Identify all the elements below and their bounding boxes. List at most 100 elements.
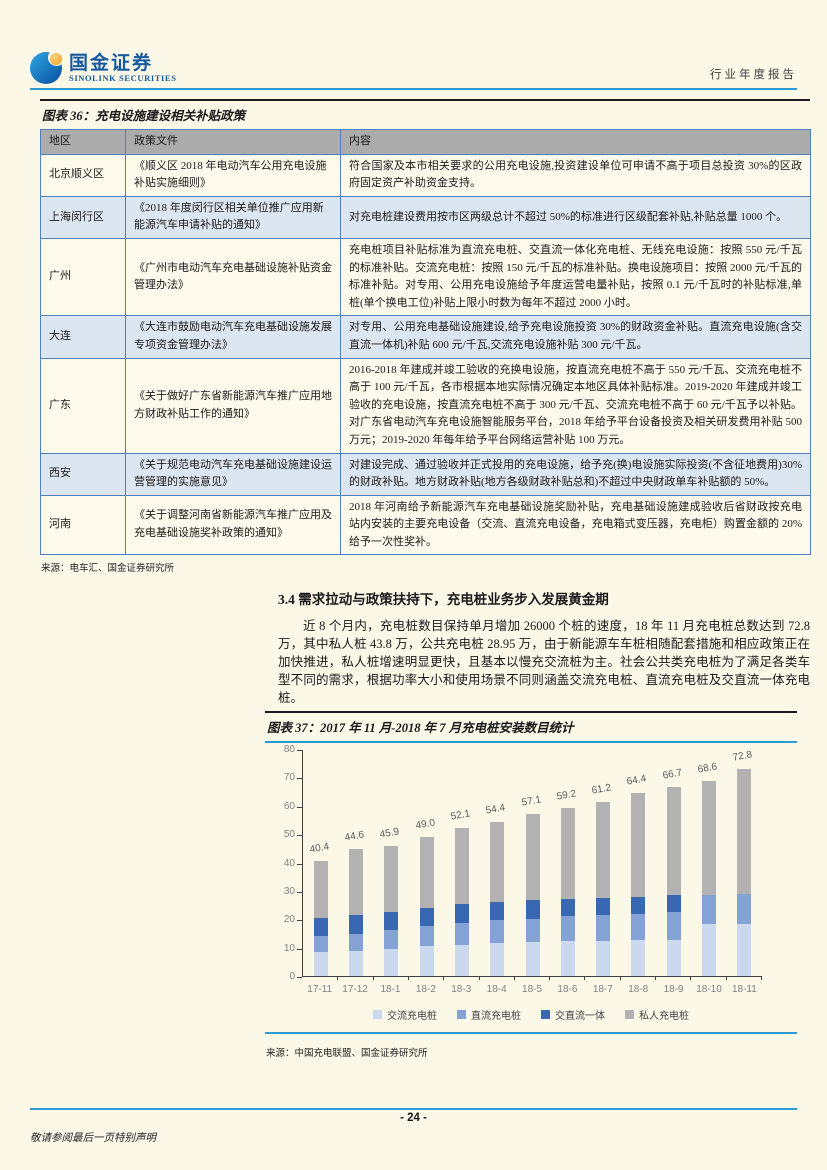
x-category-label: 18-9 [663, 984, 684, 995]
bar-segment [631, 897, 646, 914]
logo-orange-ball [50, 53, 62, 65]
legend-label: 直流充电桩 [471, 1011, 521, 1022]
y-tick-label: 10 [283, 942, 295, 954]
bar-total-label: 40.4 [308, 841, 330, 856]
bar-segment [560, 916, 575, 942]
bar-segment [419, 925, 434, 947]
bar-total-label: 61.2 [591, 782, 613, 797]
x-category-label: 17-12 [342, 984, 368, 995]
bar-segment [666, 939, 681, 976]
figure-37: 图表 37：2017 年 11 月-2018 年 7 月充电桩安装数目统计 40… [265, 711, 797, 1059]
report-type-label: 行业年度报告 [710, 69, 797, 81]
bar-segment [702, 924, 717, 976]
figure-36-source: 来源：电车汇、国金证券研究所 [41, 564, 175, 575]
brand-name-en: SINOLINK SECURITIES [69, 72, 177, 83]
x-category-label: 18-6 [557, 984, 578, 995]
stacked-bar [384, 845, 399, 976]
y-tick-label: 40 [283, 857, 295, 869]
subsidy-table-body: 北京顺义区 《顺义区 2018 年电动汽车公用充电设施补贴实施细则》 符合国家及本市… [40, 153, 811, 556]
bar-segment [596, 802, 611, 899]
bar-segment [348, 915, 363, 934]
chart-plot: 40.4 44.6 45.9 49.0 52.1 54.4 57.1 59.2 61.2 64.4… [302, 750, 762, 980]
subsidy-table: 地区 政策文件 内容 北京顺义区 《顺义区 2018 年电动汽车公用充电设施补贴实施细… [40, 129, 811, 556]
bar-total-label: 68.6 [696, 761, 719, 776]
bar-total-label: 72.8 [732, 749, 754, 765]
content-cell: 充电桩项目补贴标准为直流充电桩、交直流一体化充电桩、无线充电设施：按照 550 … [340, 237, 811, 317]
bar-slot: 64.4 [621, 750, 656, 976]
legend-swatch [373, 1010, 382, 1019]
bar-segment [525, 941, 540, 976]
bar-segment [419, 837, 434, 908]
bar-slot: 68.6 [691, 750, 726, 976]
stacked-bar [348, 849, 363, 976]
y-tick-mark [297, 948, 302, 950]
y-tick-label: 20 [283, 914, 295, 926]
x-category-label: 18-10 [696, 984, 722, 995]
stacked-bar [560, 808, 575, 976]
table-row: 西安 《关于规范电动汽车充电基础设施建设运营管理的实施意见》 对建设完成、通过验收并… [40, 452, 811, 496]
footer-disclaimer: 敬请参阅最后一页特别声明 [30, 1133, 156, 1144]
legend-label: 交流充电桩 [387, 1011, 437, 1022]
bar-slot: 72.8 [727, 750, 762, 976]
bar-segment [348, 849, 363, 916]
bar-segment [596, 915, 611, 941]
y-tick-label: 0 [289, 971, 295, 982]
y-tick-mark [297, 750, 302, 751]
figure-36: 图表 36：充电设施建设相关补贴政策 地区 政策文件 内容 北京顺义区 《顺义区 20… [40, 99, 811, 575]
bar-segment [666, 912, 681, 940]
policy-doc-cell: 《关于调整河南省新能源汽车推广应用及充电基础设施奖补政策的通知》 [125, 494, 341, 556]
bar-segment [596, 940, 611, 976]
bar-slot: 40.4 [303, 750, 338, 976]
table-row: 广东 《关于做好广东省新能源汽车推广应用地方财政补贴工作的通知》 2016-2018… [40, 357, 811, 454]
bar-segment [596, 898, 611, 916]
content-cell: 对专用、公用充电基础设施建设,给予充电设施投资 30%的财政资金补贴。直流充电设… [340, 315, 811, 359]
figure-37-title: 图表 37：2017 年 11 月-2018 年 7 月充电桩安装数目统计 [265, 711, 797, 743]
stacked-bar [596, 802, 611, 976]
bar-segment [737, 769, 752, 894]
stacked-bar [419, 837, 434, 976]
region-cell: 广州 [40, 237, 126, 317]
bar-segment [631, 913, 646, 941]
content-cell: 对充电桩建设费用按市区两级总计不超过 50%的标准进行区级配套补贴,补贴总量 1… [340, 195, 811, 239]
table-row: 大连 《大连市鼓励电动汽车充电基础设施发展专项资金管理办法》 对专用、公用充电基础设… [40, 315, 811, 359]
bar-slot: 44.6 [338, 750, 373, 976]
bar-segment [560, 941, 575, 976]
bar-segment [348, 950, 363, 976]
bar-total-label: 54.4 [485, 802, 507, 817]
bar-segment [737, 893, 752, 895]
y-tick-mark [297, 863, 302, 865]
bar-segment [384, 930, 399, 949]
x-category-label: 18-3 [451, 984, 472, 995]
bar-slot: 61.2 [586, 750, 621, 976]
x-tick-mark [549, 976, 551, 980]
bar-segment [313, 936, 328, 952]
bar-segment [702, 894, 717, 896]
bar-segment [419, 907, 434, 926]
bar-total-label: 66.7 [661, 767, 683, 782]
bar-segment [560, 899, 575, 917]
column-header: 政策文件 [125, 129, 341, 155]
content-cell: 2016-2018 年建成并竣工验收的充换电设施，按直流充电桩不高于 550 元… [340, 357, 811, 454]
page-header: 国金证券 SINOLINK SECURITIES 行业年度报告 [30, 42, 797, 90]
legend-swatch [625, 1010, 634, 1019]
y-tick-label: 80 [283, 744, 295, 755]
stacked-bar [737, 769, 752, 976]
bar-segment [384, 911, 399, 931]
x-category-label: 18-7 [592, 984, 613, 995]
figure-36-title: 图表 36：充电设施建设相关补贴政策 [40, 99, 810, 129]
stacked-bar [631, 793, 646, 976]
x-category-label: 18-1 [380, 984, 401, 995]
subsidy-table-head: 地区 政策文件 内容 [40, 129, 811, 155]
policy-doc-cell: 《广州市电动汽车充电基础设施补贴资金管理办法》 [125, 237, 341, 317]
bar-segment [490, 821, 505, 902]
bar-slot: 54.4 [480, 750, 515, 976]
bar-slot: 57.1 [515, 750, 550, 976]
bar-total-label: 44.6 [343, 829, 365, 845]
bar-segment [454, 828, 469, 905]
policy-doc-cell: 《关于做好广东省新能源汽车推广应用地方财政补贴工作的通知》 [125, 357, 341, 454]
x-tick-mark [513, 976, 515, 980]
brand: 国金证券 SINOLINK SECURITIES [30, 49, 177, 84]
chart-legend: 交流充电桩 直流充电桩 交直流一体 私人充电桩 [265, 1007, 797, 1034]
bar-total-label: 57.1 [520, 794, 542, 809]
